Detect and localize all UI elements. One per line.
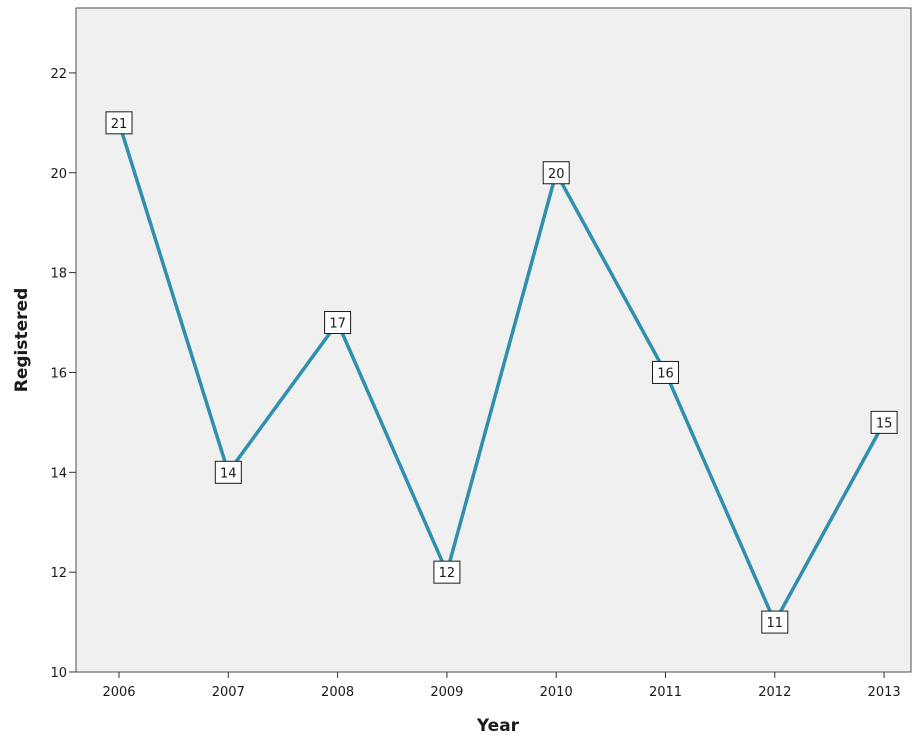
data-label-text: 11 — [767, 616, 784, 631]
data-label-text: 12 — [439, 566, 456, 581]
x-tick-label: 2007 — [212, 685, 245, 700]
x-tick-label: 2008 — [321, 685, 354, 700]
data-label-box — [652, 360, 679, 384]
y-axis: 10 12 14 16 18 20 22 — [50, 67, 76, 681]
data-labels: 21 14 17 12 20 16 11 15 — [105, 111, 898, 634]
series-line — [117, 122, 886, 624]
y-tick-label: 14 — [50, 466, 67, 481]
data-label-box — [214, 460, 242, 484]
data-label-box — [870, 410, 898, 434]
data-label-box — [324, 311, 352, 335]
data-label-box — [105, 111, 133, 135]
plot-area — [75, 7, 912, 673]
y-tick-label: 16 — [50, 366, 67, 381]
data-label-text: 21 — [111, 117, 128, 132]
data-label: 15 — [870, 410, 898, 434]
x-axis: 2006 2007 2008 2009 2010 2011 2012 2013 — [102, 672, 901, 700]
x-tick-label: 2010 — [540, 685, 573, 700]
y-tick-label: 20 — [50, 167, 67, 182]
data-label: 14 — [214, 460, 242, 484]
data-label-box — [433, 560, 461, 584]
data-label: 12 — [433, 560, 461, 584]
x-axis-title: Year — [476, 716, 520, 736]
y-tick-label: 12 — [50, 566, 67, 581]
x-tick-label: 2012 — [758, 685, 791, 700]
y-tick-label: 22 — [50, 67, 67, 82]
x-tick-label: 2011 — [649, 685, 682, 700]
y-axis-title: Registered — [12, 288, 32, 392]
data-label: 16 — [652, 360, 679, 384]
data-label-box — [761, 610, 789, 634]
x-tick-label: 2013 — [868, 685, 901, 700]
data-label: 21 — [105, 111, 133, 135]
x-tick-label: 2006 — [102, 685, 135, 700]
data-label: 17 — [324, 311, 352, 335]
data-label-text: 14 — [220, 466, 237, 481]
data-label: 20 — [542, 161, 570, 185]
y-tick-label: 10 — [50, 666, 67, 681]
data-label-text: 16 — [657, 366, 674, 381]
data-label-text: 15 — [876, 416, 893, 431]
data-label-text: 20 — [548, 167, 565, 182]
x-tick-label: 2009 — [430, 685, 463, 700]
data-label: 11 — [761, 610, 789, 634]
data-label-text: 17 — [329, 317, 346, 332]
y-tick-label: 18 — [50, 267, 67, 282]
data-label-box — [542, 161, 570, 185]
